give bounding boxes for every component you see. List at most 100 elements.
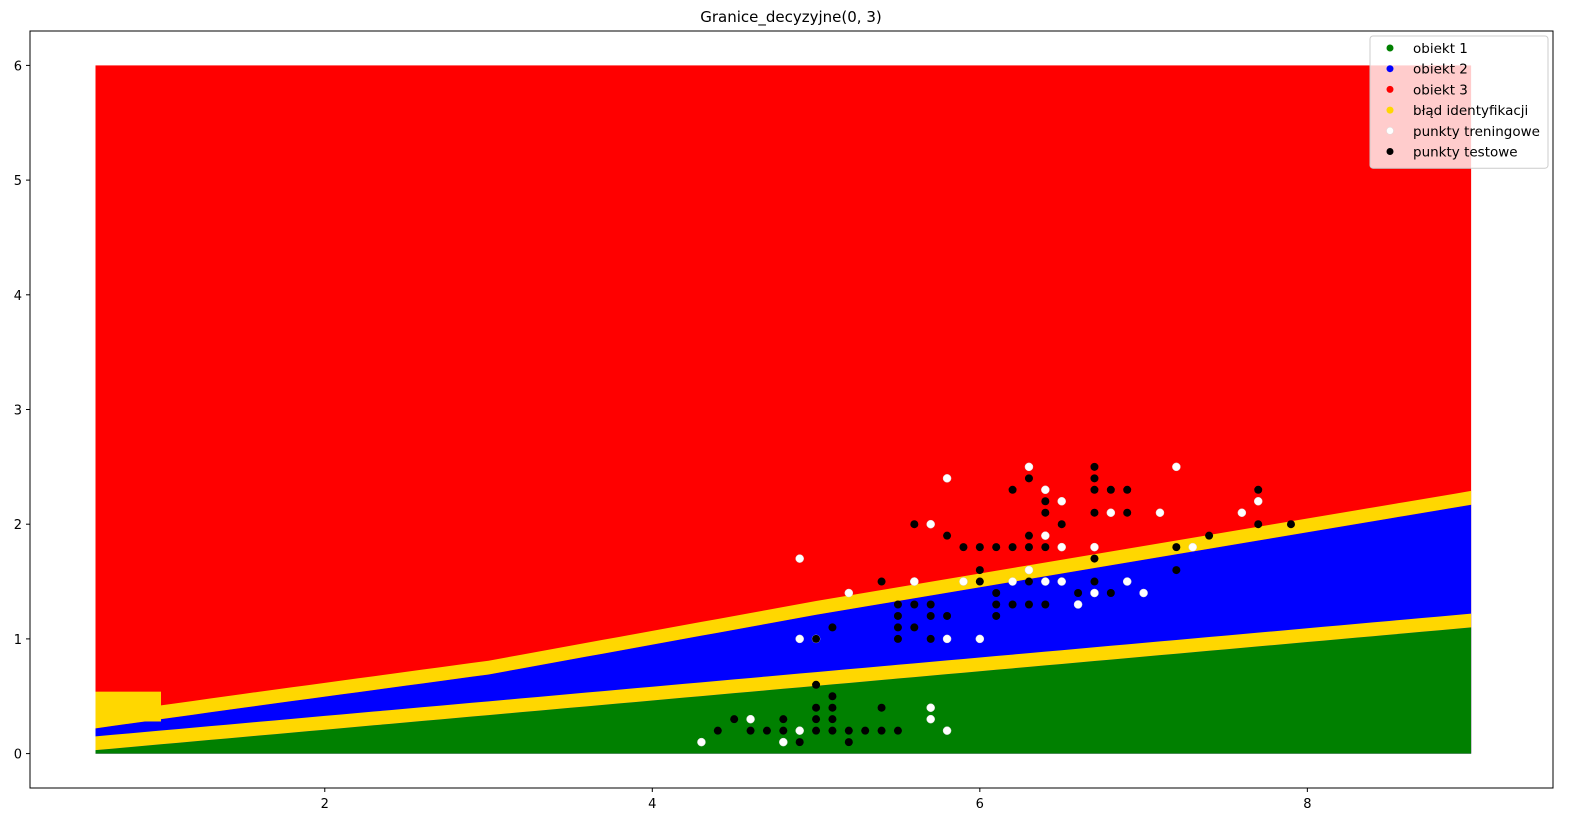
data-point: [812, 634, 821, 643]
data-point: [877, 577, 886, 586]
data-point: [992, 589, 1001, 598]
legend-label: błąd identyfikacji: [1413, 103, 1528, 119]
x-tick-label: 2: [321, 797, 329, 812]
data-point: [1074, 589, 1083, 598]
data-point: [844, 588, 854, 598]
data-point: [746, 726, 755, 735]
data-point: [1008, 485, 1017, 494]
data-point: [926, 600, 935, 609]
y-tick-label: 4: [14, 289, 22, 304]
data-point: [942, 474, 952, 483]
data-point: [1057, 520, 1066, 529]
data-point: [943, 531, 952, 540]
data-point: [1254, 520, 1263, 529]
plot-area: [95, 65, 1472, 754]
data-point: [779, 715, 788, 724]
data-point: [959, 577, 968, 586]
data-point: [713, 726, 722, 735]
data-point: [1024, 565, 1034, 575]
data-point: [893, 726, 902, 735]
data-point: [926, 519, 935, 529]
y-tick-label: 0: [14, 748, 22, 763]
data-point: [926, 611, 935, 620]
data-point: [762, 726, 771, 735]
y-tick-label: 3: [14, 404, 22, 419]
data-point: [1122, 577, 1132, 586]
data-point: [1024, 531, 1033, 540]
legend-label: punkty testowe: [1413, 145, 1518, 161]
data-point: [795, 726, 804, 735]
data-point: [1024, 600, 1033, 609]
data-point: [1024, 462, 1034, 472]
data-point: [730, 715, 739, 724]
data-point: [926, 634, 935, 643]
data-point: [877, 726, 886, 735]
data-point: [1090, 462, 1099, 471]
data-point: [1041, 543, 1050, 552]
data-point: [992, 600, 1001, 609]
data-point: [844, 726, 853, 735]
data-point: [1090, 577, 1099, 586]
data-point: [910, 623, 919, 632]
data-point: [992, 543, 1001, 552]
data-point: [1024, 577, 1033, 586]
data-point: [1041, 600, 1050, 609]
data-point: [877, 703, 886, 712]
data-point: [1254, 485, 1263, 494]
data-point: [1253, 497, 1263, 506]
data-point: [1155, 508, 1165, 517]
data-point: [910, 600, 919, 609]
data-point: [1008, 543, 1017, 552]
legend-marker: [1386, 65, 1394, 73]
data-point: [812, 715, 821, 724]
data-point: [1090, 542, 1099, 552]
data-point: [746, 714, 755, 724]
data-point: [1008, 600, 1017, 609]
data-point: [943, 611, 952, 620]
legend-box: [1369, 35, 1549, 169]
y-tick-label: 6: [14, 59, 22, 74]
data-point: [893, 623, 902, 632]
data-point: [1172, 566, 1181, 575]
data-point: [1286, 520, 1295, 529]
data-point: [812, 703, 821, 712]
data-point: [893, 600, 902, 609]
data-point: [828, 715, 837, 724]
series-punkty-testowe: [713, 462, 1295, 747]
axes: 2 4 6 8 0 1 2 3 4 5 6: [14, 30, 1554, 812]
error-band-lower: [95, 613, 1472, 751]
y-tick-label: 1: [14, 633, 22, 648]
data-point: [812, 680, 821, 689]
data-point: [1090, 588, 1099, 598]
data-point: [828, 703, 837, 712]
data-point: [1041, 508, 1050, 517]
data-point: [1008, 577, 1017, 586]
data-point: [910, 577, 919, 586]
legend-marker: [1386, 148, 1394, 155]
data-point: [992, 611, 1001, 620]
data-point: [1205, 531, 1214, 540]
data-point: [779, 726, 788, 735]
data-point: [1106, 589, 1115, 598]
legend: obiekt 1 obiekt 2 obiekt 3 błąd identyfikac…: [1369, 35, 1549, 169]
data-point: [697, 737, 706, 747]
data-point: [910, 520, 919, 529]
data-point: [942, 634, 952, 644]
data-point: [893, 634, 902, 643]
data-point: [959, 543, 968, 552]
data-point: [1139, 588, 1148, 598]
data-point: [1090, 474, 1099, 483]
data-point: [828, 692, 837, 701]
data-point: [812, 726, 821, 735]
data-point: [795, 554, 804, 563]
legend-marker: [1386, 127, 1394, 135]
data-point: [1106, 508, 1116, 517]
data-point: [1024, 474, 1033, 483]
legend-label: obiekt 3: [1413, 82, 1468, 98]
data-point: [844, 738, 853, 747]
data-point: [1041, 531, 1050, 540]
data-point: [975, 577, 984, 586]
data-point: [1041, 497, 1050, 506]
